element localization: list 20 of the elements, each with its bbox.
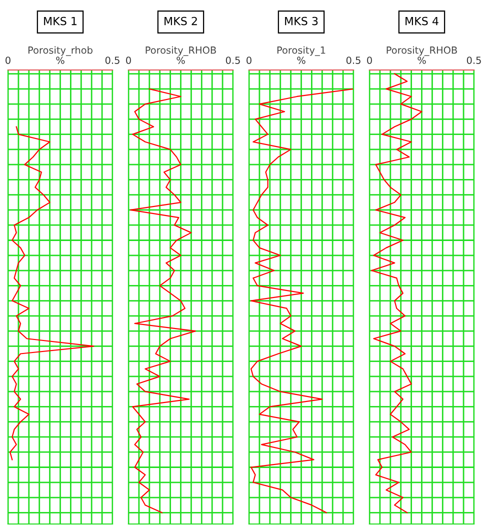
x-axis-title: Porosity_rhob: [28, 46, 92, 56]
x-tick-label: 0: [246, 56, 252, 64]
x-tick-label: %: [56, 56, 64, 64]
chart-title: MKS 3: [285, 16, 318, 26]
chart-title: MKS 1: [44, 16, 76, 26]
chart-title: MKS 2: [164, 16, 197, 26]
x-tick-label: 0.5: [105, 56, 120, 64]
x-axis-title: Porosity_1: [277, 46, 326, 56]
x-tick-label: %: [297, 56, 306, 64]
x-axis-title: Porosity_RHOB: [386, 46, 457, 56]
x-tick-label: 0: [6, 56, 10, 64]
x-tick-label: 0: [126, 56, 131, 64]
x-tick-label: %: [418, 56, 426, 64]
x-tick-label: 0.5: [346, 56, 360, 64]
x-axis-title: Porosity_RHOB: [146, 46, 216, 56]
x-tick-label: 0.5: [226, 56, 240, 64]
x-tick-label: %: [176, 56, 185, 64]
x-tick-label: 0.5: [466, 56, 481, 64]
chart-title: MKS 4: [406, 16, 438, 26]
x-tick-label: 0: [367, 56, 372, 64]
